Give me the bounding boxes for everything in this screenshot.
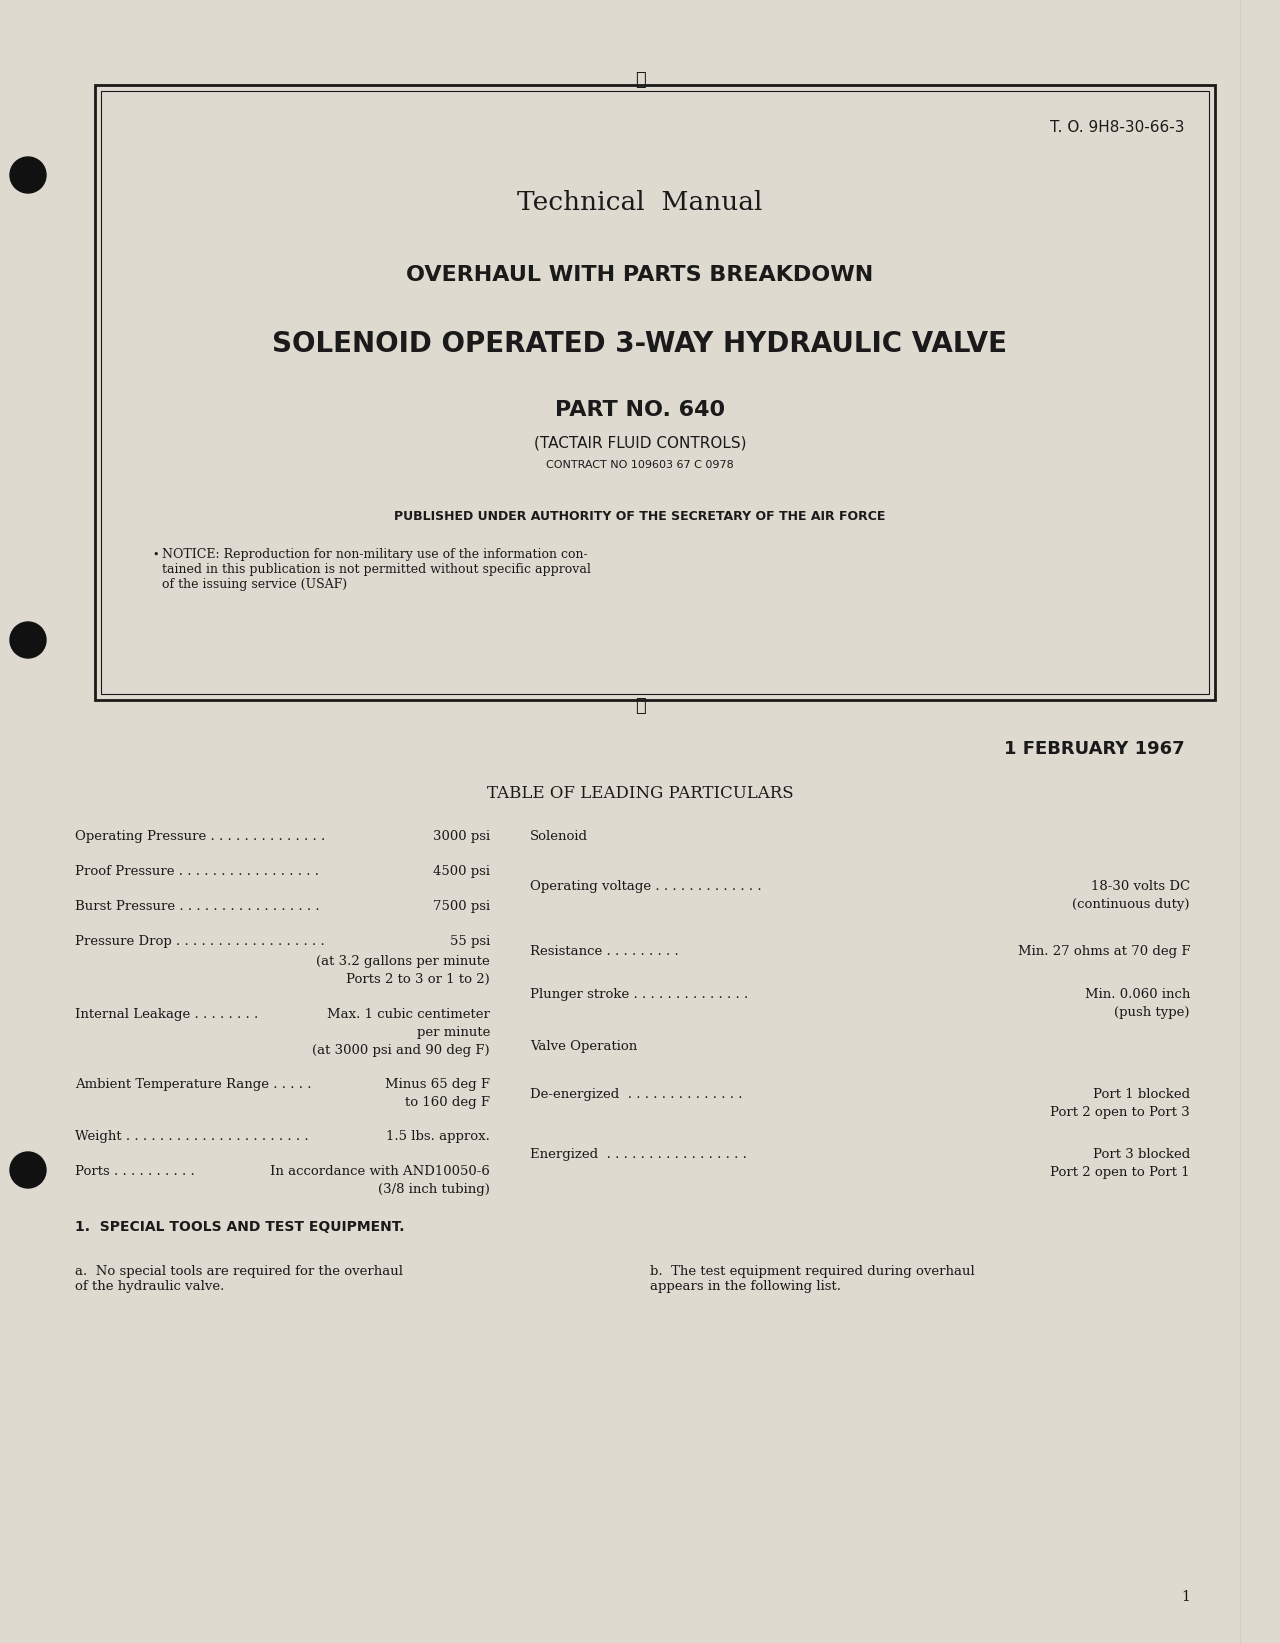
Text: 1 FEBRUARY 1967: 1 FEBRUARY 1967 [1005, 739, 1185, 757]
Text: Port 2 open to Port 3: Port 2 open to Port 3 [1051, 1106, 1190, 1119]
Text: b.  The test equipment required during overhaul
appears in the following list.: b. The test equipment required during ov… [650, 1265, 975, 1293]
Text: Pressure Drop . . . . . . . . . . . . . . . . . .: Pressure Drop . . . . . . . . . . . . . … [76, 935, 325, 948]
Text: 7500 psi: 7500 psi [433, 900, 490, 914]
Text: Min. 27 ohms at 70 deg F: Min. 27 ohms at 70 deg F [1018, 945, 1190, 958]
Text: Ports . . . . . . . . . .: Ports . . . . . . . . . . [76, 1165, 195, 1178]
Text: (at 3.2 gallons per minute: (at 3.2 gallons per minute [316, 955, 490, 968]
Text: PUBLISHED UNDER AUTHORITY OF THE SECRETARY OF THE AIR FORCE: PUBLISHED UNDER AUTHORITY OF THE SECRETA… [394, 509, 886, 522]
Text: In accordance with AND10050-6: In accordance with AND10050-6 [270, 1165, 490, 1178]
Text: (3/8 inch tubing): (3/8 inch tubing) [378, 1183, 490, 1196]
Text: Proof Pressure . . . . . . . . . . . . . . . . .: Proof Pressure . . . . . . . . . . . . .… [76, 864, 319, 877]
Text: a.  No special tools are required for the overhaul
of the hydraulic valve.: a. No special tools are required for the… [76, 1265, 403, 1293]
Text: Plunger stroke . . . . . . . . . . . . . .: Plunger stroke . . . . . . . . . . . . .… [530, 987, 749, 1001]
Text: Burst Pressure . . . . . . . . . . . . . . . . .: Burst Pressure . . . . . . . . . . . . .… [76, 900, 320, 914]
Text: Internal Leakage . . . . . . . .: Internal Leakage . . . . . . . . [76, 1009, 259, 1020]
Text: •: • [152, 550, 159, 560]
Text: ★: ★ [635, 71, 645, 89]
Text: Technical  Manual: Technical Manual [517, 191, 763, 215]
Text: Ambient Temperature Range . . . . .: Ambient Temperature Range . . . . . [76, 1078, 311, 1091]
Text: SOLENOID OPERATED 3-WAY HYDRAULIC VALVE: SOLENOID OPERATED 3-WAY HYDRAULIC VALVE [273, 330, 1007, 358]
Text: (at 3000 psi and 90 deg F): (at 3000 psi and 90 deg F) [312, 1043, 490, 1056]
Text: 18-30 volts DC: 18-30 volts DC [1091, 881, 1190, 894]
Text: per minute: per minute [416, 1025, 490, 1038]
Text: to 160 deg F: to 160 deg F [404, 1096, 490, 1109]
Text: CONTRACT NO 109603 67 C 0978: CONTRACT NO 109603 67 C 0978 [547, 460, 733, 470]
Text: (continuous duty): (continuous duty) [1073, 899, 1190, 910]
Text: Operating Pressure . . . . . . . . . . . . . .: Operating Pressure . . . . . . . . . . .… [76, 830, 325, 843]
Circle shape [10, 1152, 46, 1188]
Text: Min. 0.060 inch: Min. 0.060 inch [1084, 987, 1190, 1001]
Text: (push type): (push type) [1115, 1006, 1190, 1019]
Text: Solenoid: Solenoid [530, 830, 588, 843]
Text: De‑energized  . . . . . . . . . . . . . .: De‑energized . . . . . . . . . . . . . . [530, 1088, 742, 1101]
Text: (TACTAIR FLUID CONTROLS): (TACTAIR FLUID CONTROLS) [534, 435, 746, 450]
Text: 1: 1 [1181, 1590, 1190, 1604]
Text: Ports 2 to 3 or 1 to 2): Ports 2 to 3 or 1 to 2) [347, 973, 490, 986]
Text: Port 2 open to Port 1: Port 2 open to Port 1 [1051, 1167, 1190, 1180]
Circle shape [10, 623, 46, 657]
Text: T. O. 9H8-30-66-3: T. O. 9H8-30-66-3 [1051, 120, 1185, 135]
Text: 1.5 lbs. approx.: 1.5 lbs. approx. [387, 1130, 490, 1144]
Text: Port 1 blocked: Port 1 blocked [1093, 1088, 1190, 1101]
Text: PART NO. 640: PART NO. 640 [556, 399, 724, 421]
Text: ★: ★ [635, 697, 645, 715]
Text: 4500 psi: 4500 psi [433, 864, 490, 877]
Text: Energized  . . . . . . . . . . . . . . . . .: Energized . . . . . . . . . . . . . . . … [530, 1148, 746, 1162]
Circle shape [10, 158, 46, 192]
Text: Resistance . . . . . . . . .: Resistance . . . . . . . . . [530, 945, 678, 958]
Text: OVERHAUL WITH PARTS BREAKDOWN: OVERHAUL WITH PARTS BREAKDOWN [406, 265, 874, 284]
Text: Minus 65 deg F: Minus 65 deg F [385, 1078, 490, 1091]
Text: Weight . . . . . . . . . . . . . . . . . . . . . .: Weight . . . . . . . . . . . . . . . . .… [76, 1130, 308, 1144]
Text: 55 psi: 55 psi [449, 935, 490, 948]
Text: Valve Operation: Valve Operation [530, 1040, 637, 1053]
Text: TABLE OF LEADING PARTICULARS: TABLE OF LEADING PARTICULARS [486, 785, 794, 802]
Text: Operating voltage . . . . . . . . . . . . .: Operating voltage . . . . . . . . . . . … [530, 881, 762, 894]
Text: 1.  SPECIAL TOOLS AND TEST EQUIPMENT.: 1. SPECIAL TOOLS AND TEST EQUIPMENT. [76, 1221, 404, 1234]
Text: NOTICE: Reproduction for non-military use of the information con-
tained in this: NOTICE: Reproduction for non-military us… [163, 549, 591, 591]
Text: Port 3 blocked: Port 3 blocked [1093, 1148, 1190, 1162]
Text: Max. 1 cubic centimeter: Max. 1 cubic centimeter [328, 1009, 490, 1020]
Text: 3000 psi: 3000 psi [433, 830, 490, 843]
